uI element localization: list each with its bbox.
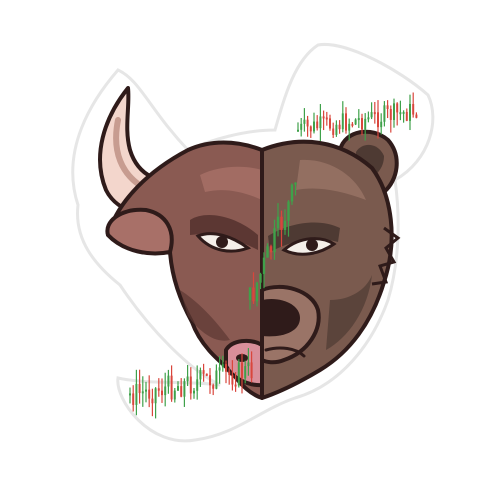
candle-body xyxy=(354,119,357,125)
candle-body xyxy=(383,105,386,122)
candle-body xyxy=(129,393,131,396)
candle-body xyxy=(280,216,283,231)
candle-body xyxy=(225,364,227,372)
candle-body xyxy=(294,182,297,185)
candle-body xyxy=(313,121,315,132)
candle-body xyxy=(380,121,383,128)
candle-body xyxy=(300,123,303,130)
candle-body xyxy=(405,111,408,121)
candle-body xyxy=(151,398,154,404)
candle-body xyxy=(215,370,218,389)
candle-body xyxy=(247,362,250,367)
candle-body xyxy=(170,375,173,400)
candle-body xyxy=(132,393,135,405)
candle-body xyxy=(173,390,176,400)
candle-body xyxy=(154,388,157,404)
candle-body xyxy=(255,282,259,302)
candle-body xyxy=(332,128,335,135)
candle-body xyxy=(266,246,269,258)
candle-body xyxy=(202,370,205,374)
candle-body xyxy=(367,117,370,120)
candle-body xyxy=(135,383,138,405)
candle-body xyxy=(177,386,179,391)
candle-body xyxy=(335,124,338,135)
candle-body xyxy=(393,103,395,120)
candle-body xyxy=(402,111,405,114)
candle-body xyxy=(287,201,290,221)
candle-body xyxy=(415,114,418,118)
candle-body xyxy=(231,374,234,385)
candle-body xyxy=(364,118,367,130)
candle-body xyxy=(297,129,299,132)
candle-body xyxy=(373,112,376,115)
bear-head xyxy=(260,129,401,400)
candle-body xyxy=(196,379,199,391)
candle-body xyxy=(322,116,325,119)
candle-body xyxy=(157,388,160,391)
candle-body xyxy=(218,367,221,371)
candle-body xyxy=(283,220,287,231)
candle-body xyxy=(164,386,167,396)
candle-body xyxy=(145,389,147,392)
candle-body xyxy=(325,117,328,120)
candle-body xyxy=(412,103,415,115)
candle-body xyxy=(290,184,294,202)
candle-body xyxy=(244,366,247,379)
candle-body xyxy=(345,113,347,131)
candle-body xyxy=(161,390,163,396)
candle-body xyxy=(180,386,183,397)
candle-body xyxy=(357,118,360,121)
candle-body xyxy=(138,383,141,394)
candle-body xyxy=(221,364,224,368)
candle-body xyxy=(399,112,402,115)
candle-body xyxy=(234,384,237,387)
candle-body xyxy=(205,373,208,376)
candle-body xyxy=(237,362,240,386)
candle-body xyxy=(386,105,389,109)
candle-body xyxy=(189,376,192,394)
candle-body xyxy=(276,216,280,229)
bull-head xyxy=(105,140,264,400)
candle-body xyxy=(348,123,351,131)
candle-body xyxy=(306,119,309,127)
candle-body xyxy=(303,119,306,124)
candle-body xyxy=(329,118,331,129)
candle-body xyxy=(183,381,186,397)
candle-body xyxy=(199,370,202,380)
candle-body xyxy=(273,228,276,253)
candle-body xyxy=(250,362,253,379)
candle-body xyxy=(212,385,215,389)
candle-body xyxy=(193,390,195,394)
candle-body xyxy=(259,273,262,283)
candle-body xyxy=(262,257,266,274)
candle-body xyxy=(167,375,170,387)
candle-body xyxy=(341,113,344,130)
candle-body xyxy=(209,375,211,386)
candle-body xyxy=(338,124,341,130)
candle-body xyxy=(351,123,354,126)
candle-body xyxy=(309,126,312,132)
candle-body xyxy=(248,287,252,300)
candle-body xyxy=(228,371,231,375)
candle-body xyxy=(141,391,144,394)
candlestick-chart-upper xyxy=(297,92,418,141)
candle-body xyxy=(252,287,255,302)
candle-body xyxy=(377,112,379,128)
candlestick-chart-center xyxy=(248,182,297,310)
candle-body xyxy=(396,103,399,113)
candle-body xyxy=(389,108,392,120)
candle-body xyxy=(319,116,322,129)
candle-body xyxy=(148,389,151,399)
candle-body xyxy=(361,118,363,130)
candle-body xyxy=(370,112,373,118)
candle-body xyxy=(241,362,243,379)
candle-body xyxy=(316,121,319,129)
candle-body xyxy=(186,376,189,382)
candle-body xyxy=(269,246,273,253)
candlestick-chart-lower xyxy=(129,348,253,419)
candle-body xyxy=(409,103,411,121)
